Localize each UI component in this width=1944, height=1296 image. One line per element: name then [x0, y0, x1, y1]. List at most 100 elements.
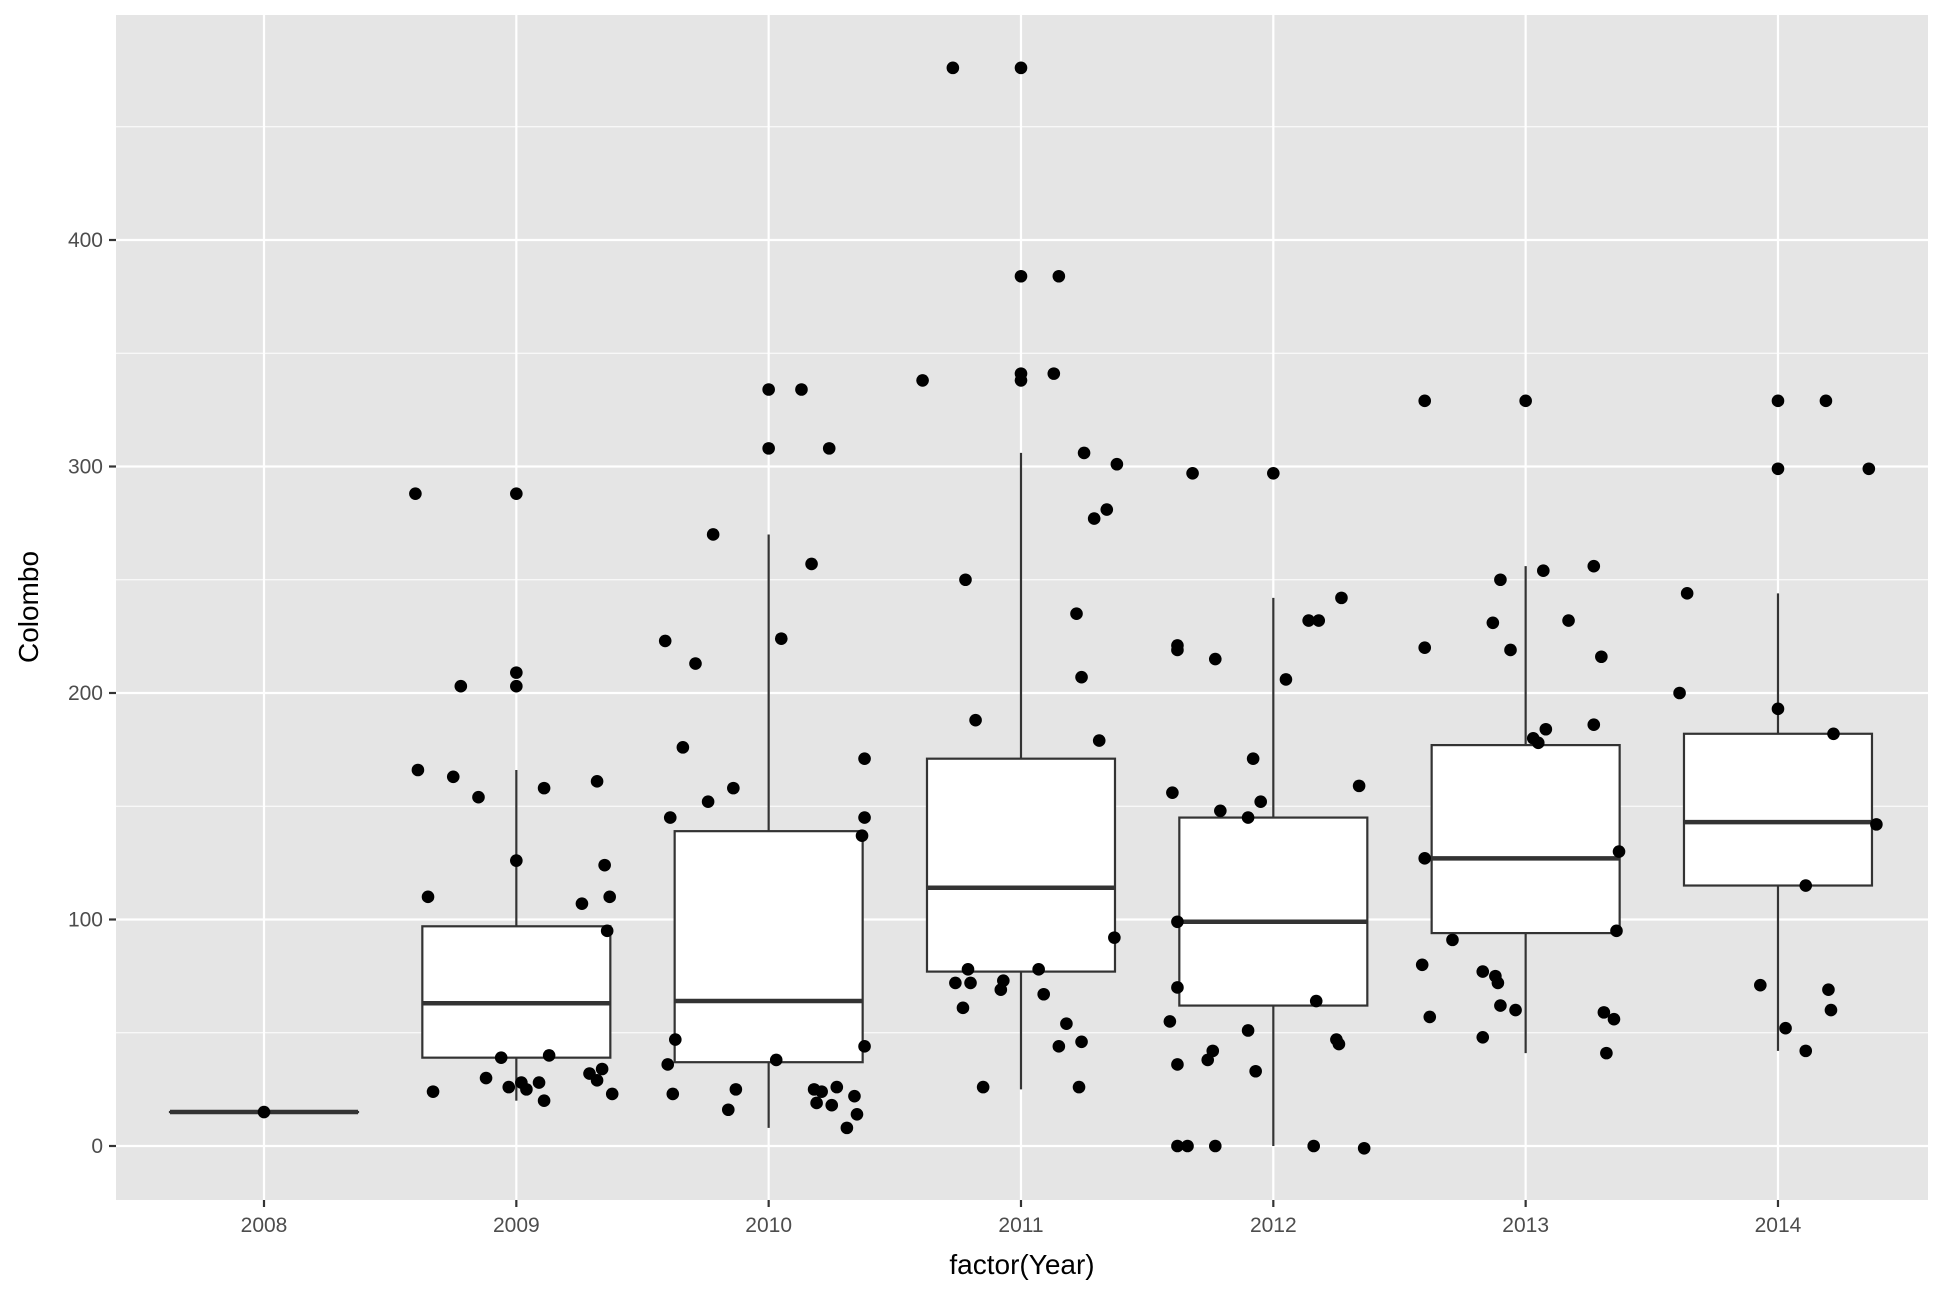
x-tick-label: 2012: [1250, 1214, 1297, 1237]
data-point: [1531, 736, 1545, 750]
data-point: [994, 983, 1008, 997]
data-point: [727, 781, 740, 795]
box-2013: [1430, 566, 1621, 1054]
data-point: [1060, 1017, 1073, 1030]
y-tick-label: 100: [68, 909, 103, 932]
data-point: [1771, 702, 1785, 716]
box-iqr: [421, 925, 612, 1059]
data-point: [762, 442, 775, 455]
data-point: [1476, 1030, 1490, 1044]
data-point: [1241, 811, 1255, 824]
x-axis: 2008 2009 2010 2011 2012 2013 2014: [241, 1200, 1802, 1237]
data-point: [1070, 607, 1083, 621]
data-point: [510, 679, 523, 693]
data-point: [1607, 1012, 1621, 1026]
box-2011: [925, 452, 1117, 1090]
data-point: [1171, 1139, 1184, 1153]
y-axis-title: Colombo: [13, 551, 44, 663]
data-point: [1494, 573, 1507, 587]
data-point: [1680, 587, 1694, 600]
data-point: [706, 528, 720, 541]
data-point: [1610, 924, 1623, 938]
box-2010: [673, 534, 864, 1128]
data-point: [949, 976, 962, 990]
data-point: [590, 1074, 604, 1087]
data-point: [1862, 462, 1876, 476]
data-point: [421, 890, 435, 904]
box-2014: [1682, 593, 1874, 1051]
points-layer: [257, 61, 1883, 1155]
data-point: [1171, 1058, 1184, 1071]
data-point: [1870, 818, 1883, 831]
data-point: [668, 1033, 682, 1046]
data-point: [494, 1051, 508, 1064]
data-point: [1824, 1003, 1838, 1017]
box-iqr: [1178, 816, 1369, 1007]
data-point: [689, 657, 702, 670]
y-tick-label: 400: [68, 229, 103, 252]
data-point: [1519, 394, 1532, 408]
data-point: [822, 442, 836, 455]
data-point: [1037, 987, 1050, 1001]
data-point: [961, 963, 975, 976]
data-point: [815, 1085, 828, 1098]
data-point: [774, 632, 788, 645]
x-tick-label: 2009: [493, 1214, 540, 1237]
data-point: [510, 487, 523, 500]
data-point: [537, 1094, 551, 1107]
data-point: [1014, 374, 1028, 387]
data-point: [964, 976, 977, 990]
x-tick-label: 2011: [998, 1214, 1043, 1237]
data-point: [848, 1089, 861, 1103]
data-point: [1241, 1024, 1255, 1037]
data-point: [762, 383, 775, 396]
box-2012: [1178, 597, 1369, 1146]
data-point: [542, 1049, 556, 1062]
data-point: [510, 854, 523, 867]
data-point: [1799, 1044, 1813, 1058]
data-point: [1171, 643, 1184, 657]
data-point: [1357, 1141, 1371, 1155]
data-point: [830, 1080, 844, 1094]
data-point: [479, 1071, 493, 1085]
box-2009: [421, 770, 612, 1101]
data-point: [1166, 786, 1179, 799]
data-point: [1110, 457, 1124, 471]
data-point: [805, 557, 818, 571]
data-point: [1077, 446, 1091, 460]
data-point: [1332, 1037, 1346, 1051]
data-point: [663, 811, 677, 824]
data-point: [537, 781, 551, 795]
data-point: [510, 666, 523, 679]
data-point: [1486, 616, 1500, 630]
data-point: [729, 1083, 743, 1096]
data-point: [1254, 795, 1268, 809]
data-point: [956, 1001, 970, 1015]
data-point: [721, 1103, 735, 1117]
data-point: [1771, 394, 1785, 408]
data-point: [1014, 269, 1028, 283]
data-point: [1335, 591, 1348, 605]
data-point: [1163, 1015, 1177, 1028]
data-point: [825, 1098, 839, 1112]
data-point: [1052, 1040, 1066, 1053]
data-point: [1014, 61, 1028, 75]
data-point: [1754, 978, 1767, 992]
data-point: [1446, 933, 1459, 947]
data-point: [658, 634, 672, 648]
boxes-layer: [168, 452, 1874, 1146]
data-point: [446, 770, 460, 784]
data-point: [1302, 614, 1315, 627]
data-point: [1418, 641, 1432, 654]
data-point: [1418, 852, 1432, 865]
data-point: [605, 1087, 619, 1101]
data-point: [595, 1062, 609, 1076]
data-point: [1587, 718, 1601, 732]
data-point: [1415, 958, 1429, 972]
box-iqr: [673, 830, 864, 1064]
data-point: [1201, 1053, 1215, 1067]
data-point: [1587, 559, 1601, 573]
data-point: [1827, 727, 1840, 741]
data-point: [426, 1085, 440, 1098]
